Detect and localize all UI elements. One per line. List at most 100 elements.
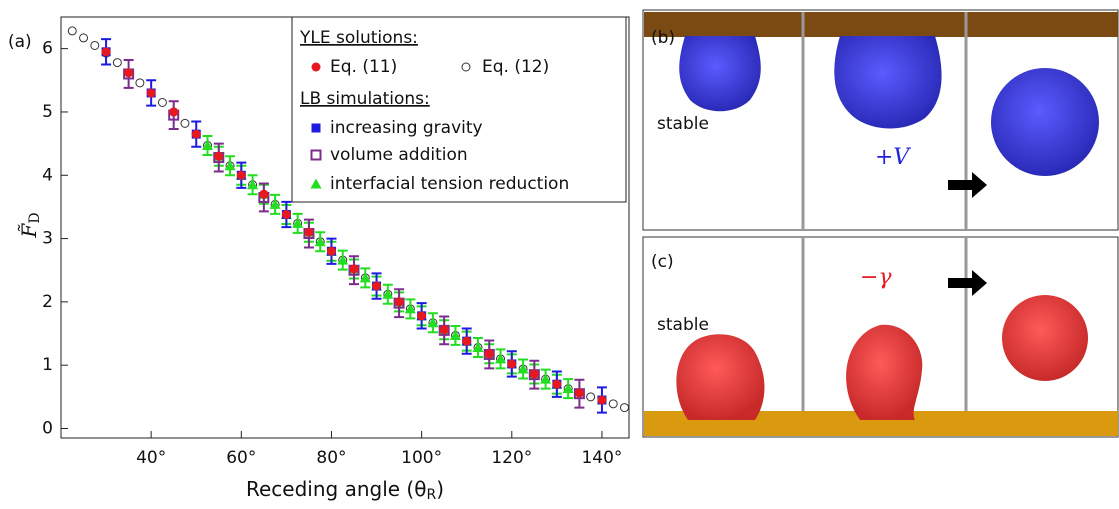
point — [382, 288, 394, 299]
legend-label: interfacial tension reduction — [330, 174, 569, 194]
point — [224, 160, 236, 171]
point — [359, 272, 371, 283]
x-tick-label: 120° — [491, 448, 532, 468]
drop — [834, 36, 942, 129]
point — [269, 198, 281, 209]
point — [146, 88, 156, 98]
point — [337, 254, 349, 265]
x-label-sub: R — [426, 487, 436, 503]
drop — [1002, 295, 1088, 381]
x-tick-label: 100° — [401, 448, 442, 468]
point — [169, 107, 179, 117]
legend-heading: YLE solutions: — [299, 28, 418, 48]
point — [495, 353, 507, 364]
point — [574, 388, 584, 398]
panel-label: (b) — [651, 28, 675, 48]
legend: YLE solutions: LB simulations: Eq. (11) E… — [291, 16, 627, 203]
point — [281, 210, 291, 220]
state-label: stable — [657, 114, 709, 134]
x-axis-label: Receding angle (θR) — [246, 477, 444, 504]
point — [484, 349, 494, 359]
point — [326, 246, 336, 256]
y-label-sub: D — [27, 212, 43, 223]
point — [214, 151, 224, 161]
x-tick-label: 140° — [581, 448, 622, 468]
point — [101, 47, 111, 57]
point — [552, 379, 562, 389]
point — [597, 395, 607, 405]
point — [67, 26, 77, 36]
legend-label: Eq. (12) — [482, 57, 549, 77]
legend-marker — [311, 123, 321, 133]
x-label-main: Receding angle (θ — [246, 477, 426, 501]
point — [79, 33, 89, 43]
point — [292, 217, 304, 228]
legend-marker — [310, 149, 322, 161]
drop — [676, 334, 765, 420]
point — [427, 317, 439, 328]
point — [191, 129, 201, 139]
y-label-main: F̃ — [17, 223, 41, 239]
y-tick-label: 5 — [42, 102, 53, 122]
y-tick-label: 3 — [42, 229, 53, 249]
panel-c: (c) stable −γ — [642, 236, 1119, 438]
point — [112, 58, 122, 68]
panel-label: (a) — [8, 32, 32, 52]
point — [517, 363, 529, 374]
y-axis-label: F̃D — [17, 212, 44, 238]
point — [90, 40, 100, 50]
action-label: −γ — [860, 265, 892, 290]
point — [180, 118, 190, 128]
point — [562, 383, 574, 394]
point — [417, 311, 427, 321]
drop — [679, 36, 761, 112]
legend-label: increasing gravity — [330, 118, 483, 138]
x-label-end: ) — [436, 477, 444, 501]
legend-marker — [461, 62, 471, 72]
point — [314, 236, 326, 247]
legend-marker — [310, 178, 322, 189]
point — [394, 297, 404, 307]
point — [439, 325, 449, 335]
point — [202, 140, 214, 151]
legend-marker — [311, 62, 321, 72]
point — [135, 78, 145, 88]
point — [404, 303, 416, 314]
y-tick-label: 0 — [42, 419, 53, 439]
state-label: stable — [657, 315, 709, 335]
point — [157, 97, 167, 107]
arrow — [948, 172, 987, 198]
panel-b: (b) stable +V — [642, 9, 1119, 231]
legend-box — [291, 16, 627, 203]
y-tick-label: 6 — [42, 39, 53, 59]
x-tick-label: 60° — [226, 448, 256, 468]
point — [449, 329, 461, 340]
panel-label: (c) — [651, 252, 674, 272]
ceiling — [644, 12, 1118, 37]
point — [349, 264, 359, 274]
point — [259, 189, 269, 199]
point — [304, 227, 314, 237]
point — [462, 336, 472, 346]
arrow — [948, 270, 987, 296]
x-tick-label: 40° — [136, 448, 166, 468]
y-tick-label: 2 — [42, 292, 53, 312]
y-tick-label: 1 — [42, 355, 53, 375]
drop — [846, 324, 923, 420]
point — [529, 369, 539, 379]
drop — [991, 68, 1099, 176]
x-tick-label: 80° — [316, 448, 346, 468]
point — [236, 170, 246, 180]
legend-label: Eq. (11) — [330, 57, 397, 77]
point — [507, 359, 517, 369]
legend-label: volume addition — [330, 145, 468, 165]
point — [619, 403, 629, 413]
point — [608, 399, 618, 409]
point — [540, 373, 552, 384]
point — [124, 68, 134, 78]
point — [247, 179, 259, 190]
legend-heading: LB simulations: — [300, 89, 430, 109]
point — [372, 281, 382, 291]
y-tick-label: 4 — [42, 165, 53, 185]
